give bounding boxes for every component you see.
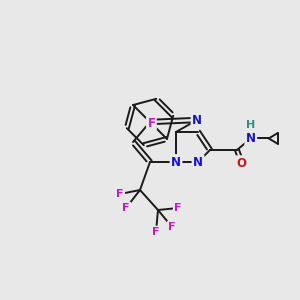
Text: H: H — [246, 120, 255, 130]
Text: N: N — [192, 113, 202, 127]
Text: F: F — [122, 203, 130, 213]
Text: O: O — [237, 157, 247, 170]
Text: F: F — [147, 117, 155, 130]
Text: N: N — [246, 132, 256, 145]
Text: F: F — [152, 227, 160, 237]
Text: F: F — [168, 222, 176, 232]
Text: N: N — [171, 155, 181, 169]
Text: F: F — [116, 189, 124, 199]
Text: N: N — [193, 155, 203, 169]
Text: F: F — [174, 203, 182, 213]
